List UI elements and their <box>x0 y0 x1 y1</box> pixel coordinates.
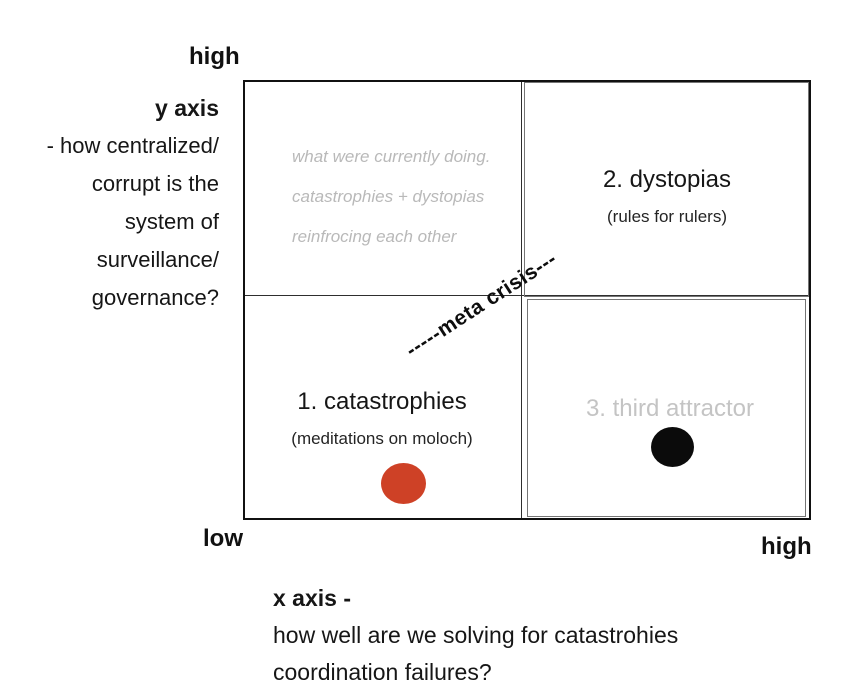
quadrant-grid-outer-box <box>243 80 811 520</box>
x-axis-high-label: high <box>761 533 812 560</box>
third-attractor-label-block: 3. third attractor <box>525 395 815 423</box>
current-state-note: what were currently doing. catastrophies… <box>292 137 490 257</box>
catastrophies-label-block: 1. catastrophies (meditations on moloch) <box>243 388 521 449</box>
x-axis-label-block: x axis - how well are we solving for cat… <box>273 580 678 691</box>
x-axis-question-line: how well are we solving for catastrohies <box>273 622 679 648</box>
dystopias-subtitle: (rules for rulers) <box>607 207 727 226</box>
third-attractor-title: 3. third attractor <box>585 395 755 422</box>
dystopias-title: 2. dystopias <box>602 166 732 193</box>
dystopias-label-block: 2. dystopias (rules for rulers) <box>522 166 812 227</box>
third-attractor-dot-marker <box>651 427 694 467</box>
note-line: catastrophies + dystopias <box>292 187 485 206</box>
third-attractor-quadrant-rect <box>527 299 806 517</box>
note-line: what were currently doing. <box>292 147 491 166</box>
catastrophies-dot-marker <box>381 463 426 504</box>
y-axis-high-label: high <box>189 43 240 70</box>
y-axis-title: y axis <box>155 95 219 121</box>
x-axis-question-line: coordination failures? <box>273 659 492 685</box>
y-axis-question-line: governance? <box>91 285 219 310</box>
y-axis-question-line: surveillance/ <box>96 247 219 272</box>
y-axis-question-line: - how centralized/ <box>46 133 219 158</box>
vertical-divider-line <box>521 82 522 518</box>
catastrophies-title: 1. catastrophies <box>297 388 467 415</box>
note-line: reinfrocing each other <box>292 227 457 246</box>
x-axis-title: x axis - <box>273 585 351 611</box>
y-axis-question-line: corrupt is the <box>91 171 219 196</box>
y-axis-question-line: system of <box>124 209 219 234</box>
origin-low-label: low <box>203 525 243 552</box>
dystopias-quadrant-rect <box>524 82 809 297</box>
y-axis-label-block: y axis - how centralized/ corrupt is the… <box>47 89 219 317</box>
catastrophies-subtitle: (meditations on moloch) <box>291 429 473 448</box>
horizontal-divider-line <box>245 295 809 296</box>
